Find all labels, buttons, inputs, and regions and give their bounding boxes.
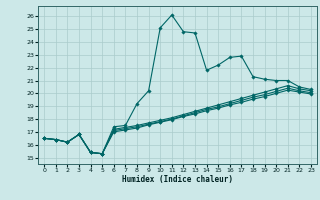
X-axis label: Humidex (Indice chaleur): Humidex (Indice chaleur) [122, 175, 233, 184]
